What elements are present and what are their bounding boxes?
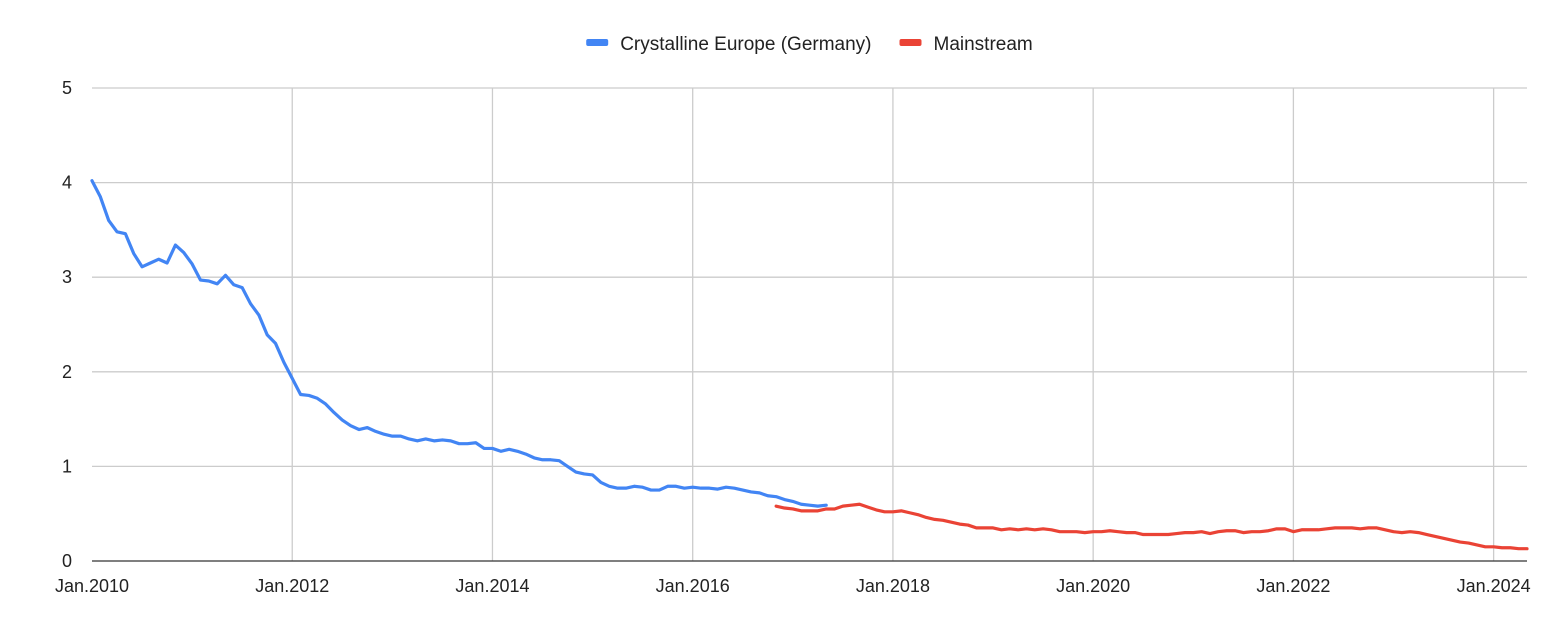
y-tick-label: 3 [62, 267, 72, 287]
x-tick-label: Jan.2020 [1056, 576, 1130, 596]
y-tick-label: 4 [62, 173, 72, 193]
x-tick-label: Jan.2010 [55, 576, 129, 596]
x-tick-label: Jan.2024 [1457, 576, 1531, 596]
x-tick-label: Jan.2014 [455, 576, 529, 596]
x-tick-label: Jan.2016 [656, 576, 730, 596]
legend-label: Crystalline Europe (Germany) [620, 34, 871, 55]
y-tick-label: 2 [62, 362, 72, 382]
x-tick-label: Jan.2012 [255, 576, 329, 596]
legend-swatch [586, 39, 609, 46]
y-tick-label: 1 [62, 456, 72, 476]
series-lines [90, 179, 1529, 551]
y-tick-label: 0 [62, 551, 72, 571]
legend-swatch [899, 39, 922, 46]
axes: 0 1 2 3 4 5 Jan.2010 Jan.2012 Jan.2014 Jan.2016 Ja… [55, 78, 1531, 596]
legend: Crystalline Europe (Germany) Mainstream [586, 34, 1033, 55]
legend-label: Mainstream [934, 34, 1033, 55]
y-tick-label: 5 [62, 78, 72, 98]
gridlines [92, 87, 1527, 561]
legend-item: Mainstream [899, 34, 1033, 55]
series-line-crystalline-europe-germany [90, 179, 828, 508]
legend-item: Crystalline Europe (Germany) [586, 34, 872, 55]
x-tick-label: Jan.2022 [1256, 576, 1330, 596]
x-tick-label: Jan.2018 [856, 576, 930, 596]
series-line-mainstream [774, 502, 1529, 551]
